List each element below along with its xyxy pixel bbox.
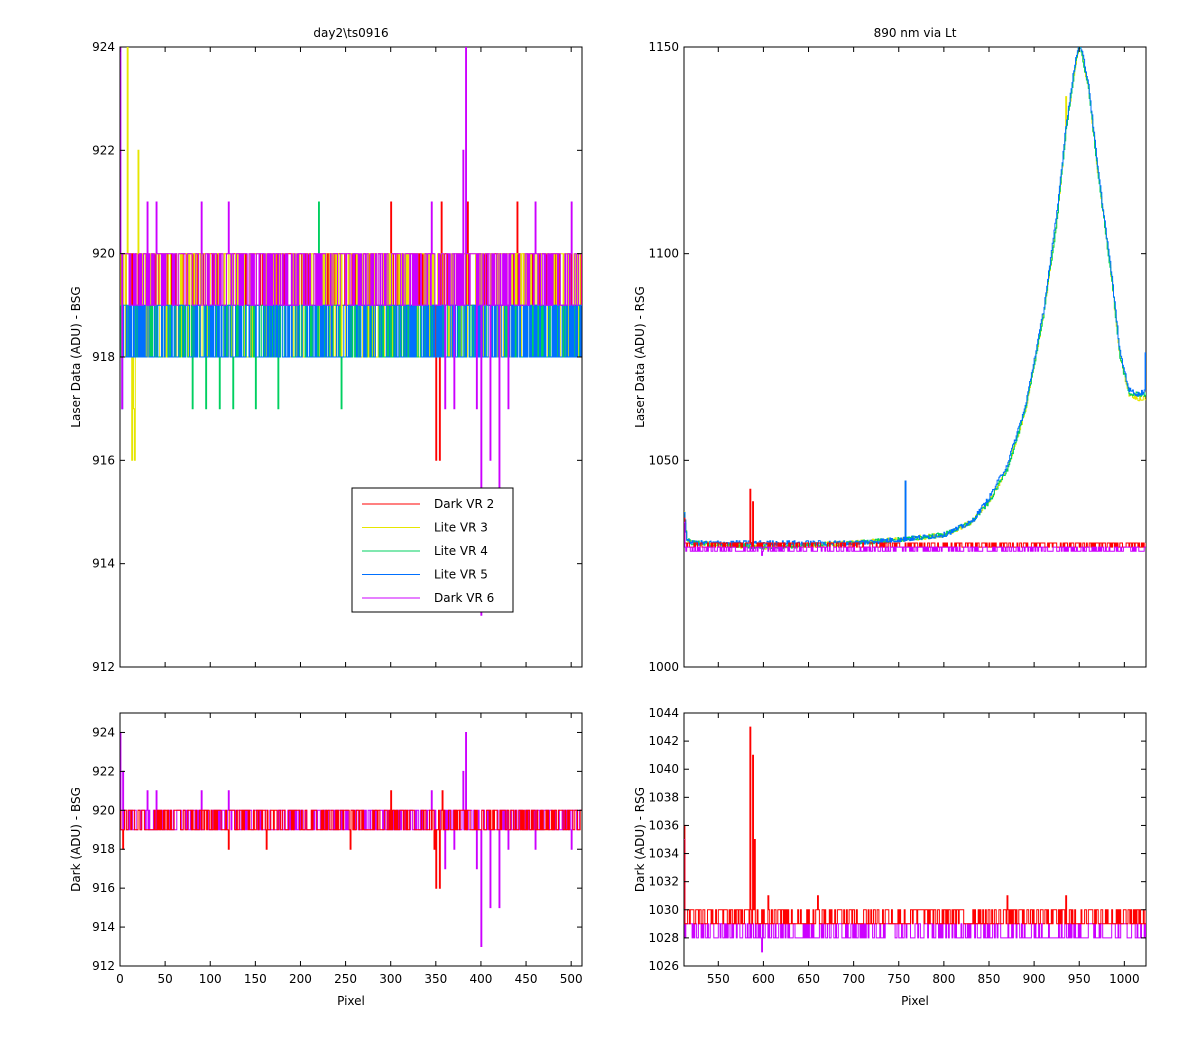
y-tick-label: 918	[92, 350, 115, 364]
series-line-dark-vr-6	[120, 47, 582, 616]
y-tick-label: 1044	[648, 706, 679, 720]
x-tick-label: 350	[424, 972, 447, 986]
plot-area	[683, 46, 1147, 668]
y-tick-label: 1150	[648, 40, 679, 54]
chart-title: day2\ts0916	[313, 26, 388, 40]
series-line-dark-vr-2	[120, 790, 582, 889]
legend-entry-label: Lite VR 5	[434, 568, 488, 582]
x-tick-label: 900	[1023, 972, 1046, 986]
y-tick-label: 912	[92, 959, 115, 973]
legend: Dark VR 2 Lite VR 3 Lite VR 4 Lite VR 5 Dark…	[351, 487, 514, 613]
y-axis-label: Laser Data (ADU) - BSG	[69, 286, 83, 427]
y-tick-label: 914	[92, 557, 115, 571]
x-axis-label: Pixel	[901, 994, 929, 1008]
x-tick-label: 50	[157, 972, 172, 986]
y-tick-label: 916	[92, 881, 115, 895]
x-tick-label: 700	[842, 972, 865, 986]
x-tick-label: 750	[887, 972, 910, 986]
y-tick-label: 920	[92, 803, 115, 817]
x-tick-label: 850	[978, 972, 1001, 986]
y-tick-label: 1034	[648, 847, 679, 861]
y-tick-label: 922	[92, 764, 115, 778]
y-axis-label: Dark (ADU) - RSG	[633, 787, 647, 892]
y-tick-label: 1042	[648, 734, 679, 748]
x-tick-label: 300	[379, 972, 402, 986]
chart-title: 890 nm via Lt	[874, 26, 957, 40]
y-tick-label: 1038	[648, 790, 679, 804]
y-tick-label: 922	[92, 143, 115, 157]
series-line-dark-vr-2	[684, 726, 1146, 925]
x-tick-label: 800	[932, 972, 955, 986]
chart-top-right: 1000 1050 1100 1150 890 nm via Lt Laser Data …	[633, 26, 1147, 674]
y-tick-label: 1026	[648, 959, 679, 973]
legend-box	[351, 487, 514, 613]
x-tick-label: 200	[289, 972, 312, 986]
y-tick-label: 924	[92, 40, 115, 54]
legend-entry-label: Lite VR 4	[434, 544, 488, 558]
x-tick-label: 150	[244, 972, 267, 986]
y-tick-label: 1040	[648, 762, 679, 776]
legend-entry-label: Dark VR 2	[434, 497, 494, 511]
y-tick-label: 1028	[648, 931, 679, 945]
y-tick-label: 1030	[648, 903, 679, 917]
x-tick-label: 650	[797, 972, 820, 986]
x-tick-label: 450	[515, 972, 538, 986]
y-tick-label: 924	[92, 725, 115, 739]
x-tick-label: 100	[199, 972, 222, 986]
y-tick-label: 912	[92, 660, 115, 674]
x-tick-label: 600	[752, 972, 775, 986]
x-tick-label: 1000	[1109, 972, 1140, 986]
chart-bottom-right: 1026 1028 1030 1032 1034 1036 1038 1040 1042 1044…	[633, 706, 1147, 1008]
series-line-dark-vr-6	[684, 521, 1146, 556]
y-tick-label: 1032	[648, 875, 679, 889]
chart-top-left: 912 914 916 918 920 922 924 day2\ts0916 Laser Da…	[69, 26, 583, 674]
x-tick-label: 0	[116, 972, 124, 986]
y-tick-label: 914	[92, 920, 115, 934]
y-axis-label: Dark (ADU) - BSG	[69, 787, 83, 892]
chart-bottom-left: 912 914 916 918 920 922 924 0 50 100 150 200 250 300 3…	[69, 712, 583, 1008]
y-tick-label: 1050	[648, 453, 679, 467]
x-tick-label: 500	[560, 972, 583, 986]
y-tick-label: 1036	[648, 818, 679, 832]
x-tick-label: 550	[707, 972, 730, 986]
y-tick-label: 1000	[648, 660, 679, 674]
x-tick-label: 400	[469, 972, 492, 986]
legend-entry-label: Lite VR 3	[434, 521, 488, 535]
x-axis-label: Pixel	[337, 994, 365, 1008]
legend-entry-label: Dark VR 6	[434, 591, 494, 605]
y-tick-label: 916	[92, 453, 115, 467]
y-tick-label: 920	[92, 247, 115, 261]
x-tick-label: 950	[1068, 972, 1091, 986]
y-tick-label: 918	[92, 842, 115, 856]
y-tick-label: 1100	[648, 247, 679, 261]
y-axis-label: Laser Data (ADU) - RSG	[633, 286, 647, 428]
x-tick-label: 250	[334, 972, 357, 986]
